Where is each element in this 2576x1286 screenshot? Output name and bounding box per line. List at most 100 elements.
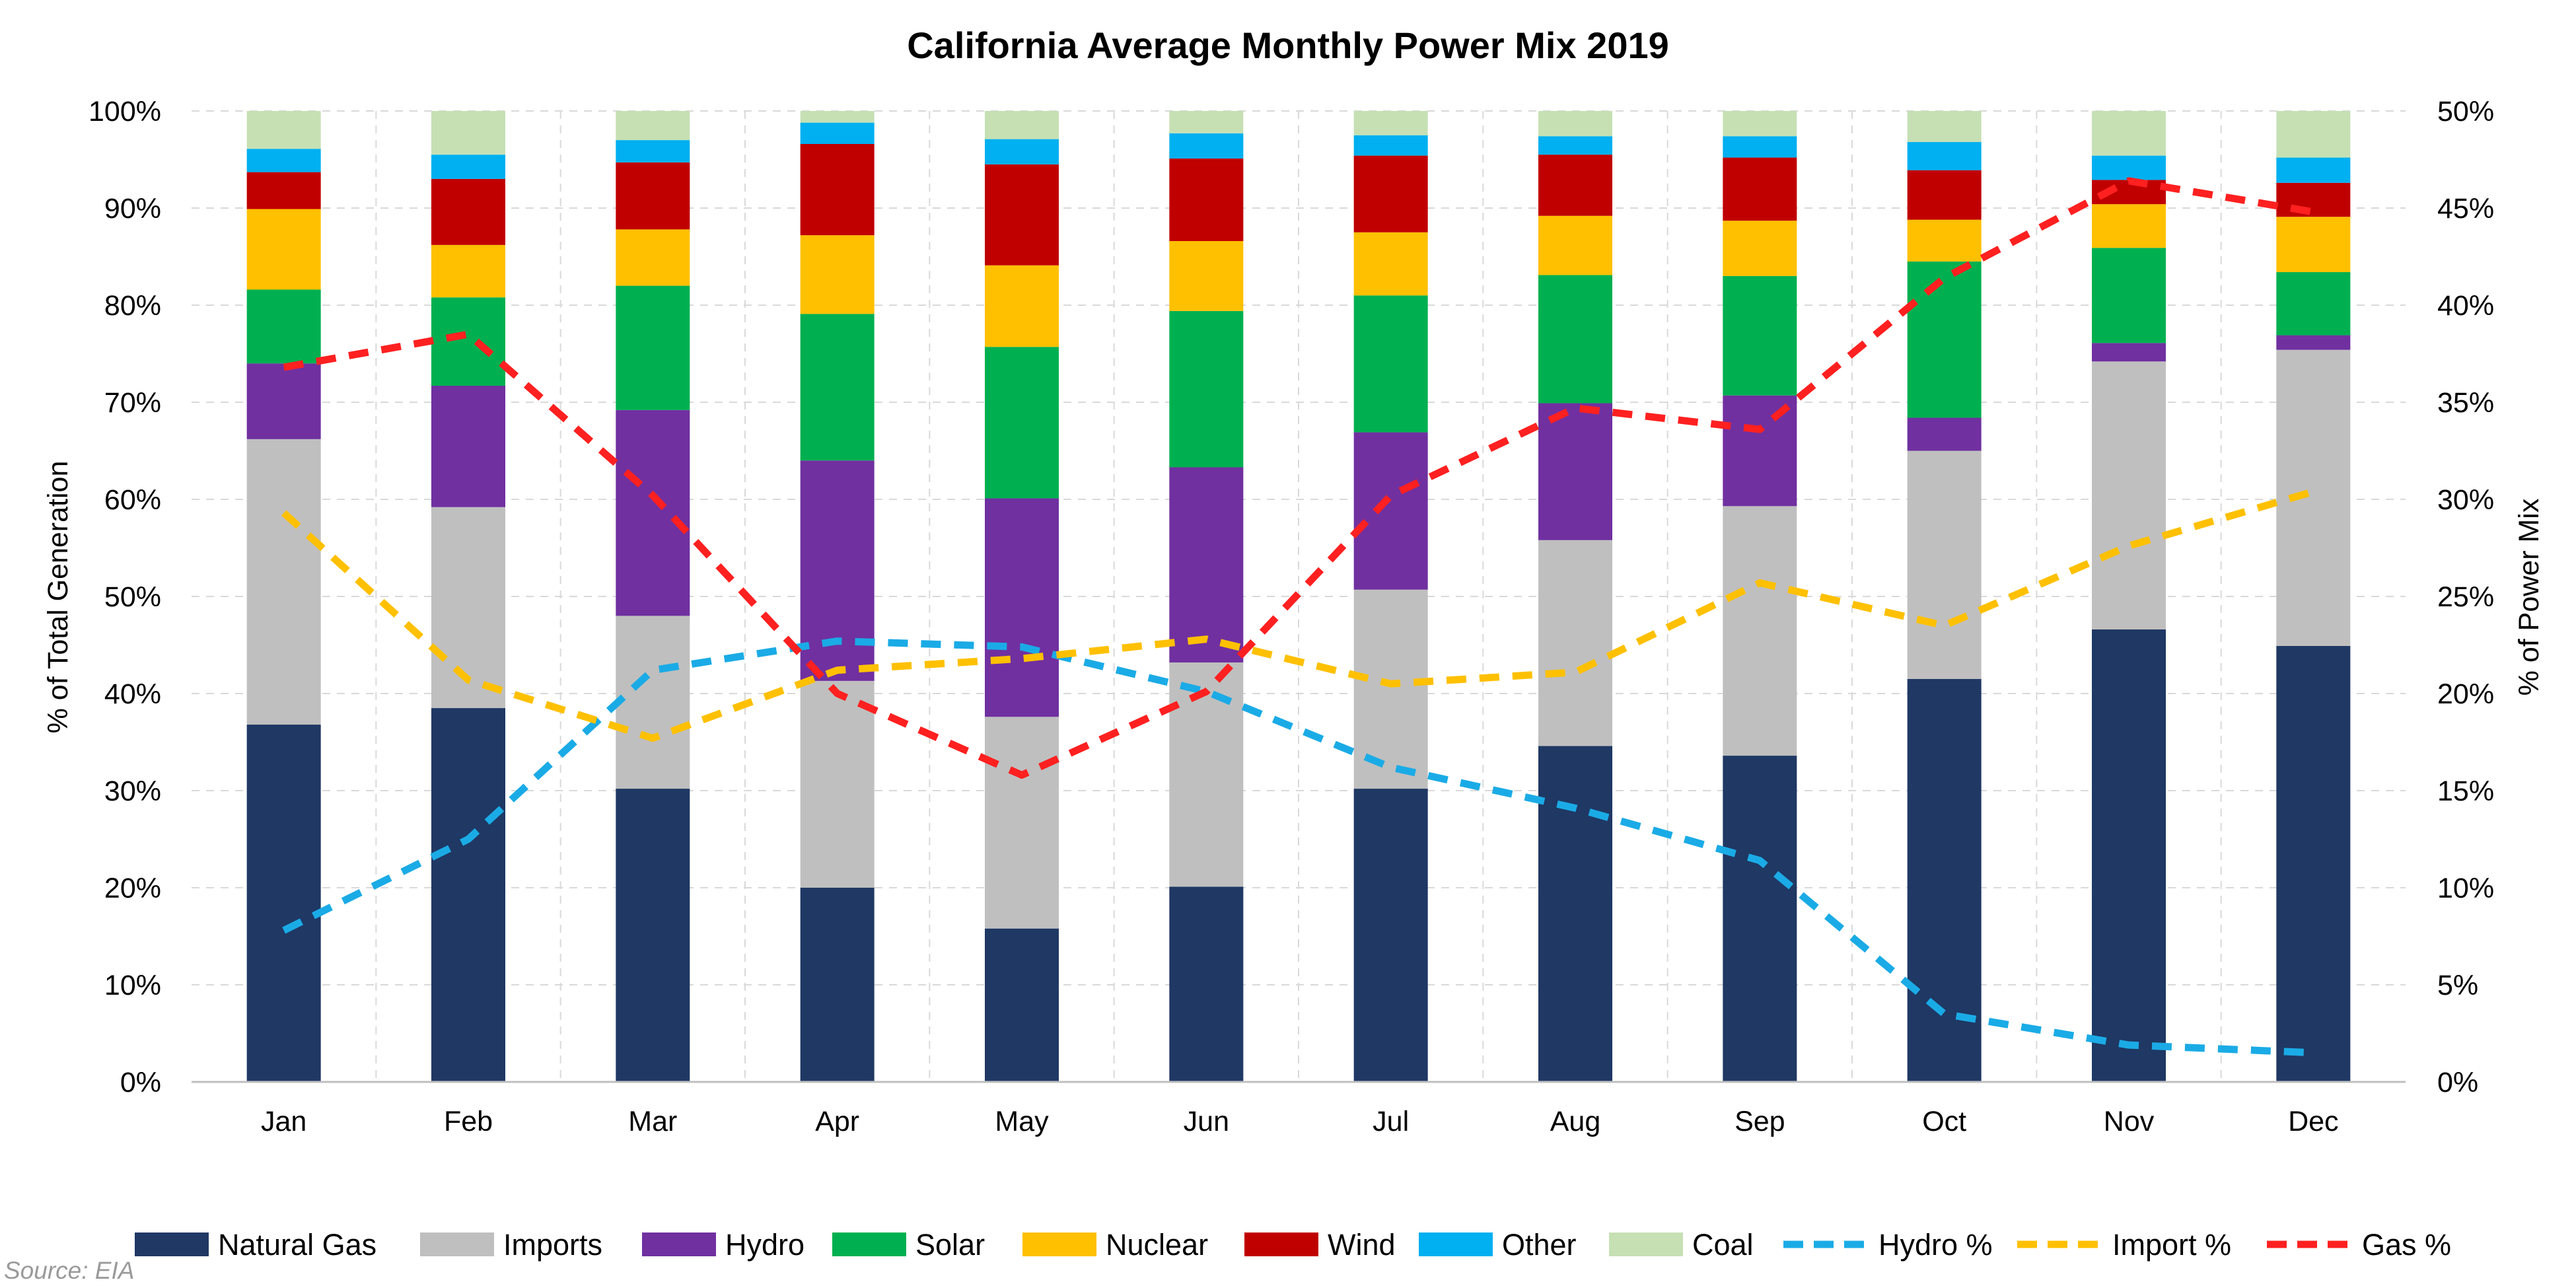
source-note: Source: EIA [4, 1257, 134, 1284]
x-tick-label: Apr [815, 1106, 859, 1137]
bar-segment-wind [985, 164, 1059, 266]
bar-segment-hydro [1723, 395, 1797, 507]
bar-segment-coal [2092, 111, 2166, 156]
bar-segment-hydro [1353, 432, 1428, 590]
x-tick-label: Oct [1922, 1106, 1966, 1137]
bar-segment-wind [616, 162, 690, 230]
y2-tick-label: 30% [2437, 484, 2494, 516]
legend-label-solar: Solar [915, 1228, 985, 1262]
y-axis-title: % of Total Generation [42, 461, 74, 734]
bar-segment-solar [246, 289, 321, 364]
bar-segment-nuclear [1907, 219, 1982, 262]
bar-segment-wind [1723, 157, 1797, 221]
bar-segment-nuclear [1538, 215, 1612, 275]
bar-segment-natural-gas [985, 928, 1059, 1082]
bar-segment-imports [616, 616, 690, 789]
bar-segment-imports [800, 680, 875, 888]
bar-segment-imports [985, 717, 1059, 929]
bar-segment-nuclear [800, 235, 875, 314]
bar-segment-imports [1907, 450, 1982, 679]
bar-segment-other [1907, 142, 1982, 170]
legend-swatch-nuclear [1022, 1232, 1096, 1256]
chart-title: California Average Monthly Power Mix 201… [907, 24, 1669, 66]
y-tick-label: 100% [89, 96, 161, 127]
bar-segment-other [2276, 157, 2351, 183]
y2-tick-label: 10% [2437, 873, 2494, 904]
bar-segment-natural-gas [2276, 645, 2351, 1082]
bar-segment-solar [1723, 275, 1797, 396]
bar-segment-solar [985, 347, 1059, 499]
y2-tick-label: 35% [2437, 387, 2494, 419]
bar-segment-coal [246, 111, 321, 149]
bar-segment-coal [2276, 111, 2351, 158]
bar-segment-nuclear [2276, 217, 2351, 273]
bar-segment-coal [1169, 111, 1244, 133]
legend-label-hydro: Hydro % [1878, 1228, 1993, 1262]
bar-segment-nuclear [1353, 232, 1428, 296]
bar-segment-hydro [1169, 467, 1244, 662]
y2-tick-label: 25% [2437, 581, 2494, 613]
bar-segment-other [2092, 155, 2166, 180]
bar-segment-other [1353, 135, 1428, 156]
y2-tick-label: 5% [2437, 970, 2478, 1001]
legend-label-hydro: Hydro [725, 1228, 805, 1262]
legend-swatch-solar [832, 1232, 906, 1256]
legend-swatch-other [1419, 1232, 1493, 1256]
legend-label-natural-gas: Natural Gas [218, 1228, 376, 1262]
bar-segment-natural-gas [1538, 746, 1612, 1082]
x-tick-label: Dec [2288, 1106, 2338, 1137]
bar-segment-solar [1353, 295, 1428, 433]
legend-swatch-imports [420, 1232, 494, 1256]
legend: Natural Gas Imports Hydro Solar Nuclear Wind O… [135, 1228, 2451, 1262]
bar-segment-natural-gas [2092, 629, 2166, 1082]
bar-segment-wind [1169, 159, 1244, 241]
bar-segment-solar [2276, 272, 2351, 336]
line-series [281, 177, 2314, 1057]
y2-tick-label: 45% [2437, 193, 2494, 225]
bar-segment-hydro [616, 410, 690, 616]
y-tick-label: 40% [104, 678, 161, 710]
bar-segment-other [1169, 133, 1244, 159]
legend-label-imports: Imports [503, 1228, 602, 1262]
bar-segment-coal [1907, 111, 1982, 143]
x-tick-label: Sep [1735, 1106, 1785, 1137]
y-tick-label: 90% [104, 193, 161, 225]
x-tick-label: Aug [1550, 1106, 1601, 1137]
x-tick-label: May [995, 1106, 1049, 1137]
x-tick-label: Mar [628, 1106, 677, 1137]
bar-segment-nuclear [431, 244, 505, 298]
bar-segment-nuclear [985, 265, 1059, 347]
bar-segment-wind [1907, 170, 1982, 220]
bar-segment-natural-gas [1169, 886, 1244, 1082]
bar-segment-wind [431, 178, 505, 245]
bar-segment-imports [1538, 540, 1612, 746]
bar-segment-coal [1723, 111, 1797, 137]
y2-tick-label: 15% [2437, 775, 2494, 807]
axes: 0% 10% 20% 30% 40% 50% 60% 70% 80% 90% 100% 0% 5% 10%… [89, 96, 2494, 1137]
y2-tick-label: 40% [2437, 290, 2494, 322]
bar-segment-hydro [1907, 417, 1982, 451]
y-tick-label: 30% [104, 775, 161, 807]
x-tick-label: Feb [444, 1106, 493, 1137]
bar-segment-other [1538, 136, 1612, 155]
y-tick-label: 80% [104, 290, 161, 322]
bar-segment-hydro [800, 460, 875, 681]
x-tick-label: Jun [1184, 1106, 1229, 1137]
y2-tick-label: 50% [2437, 96, 2494, 127]
bar-segment-coal [1538, 111, 1612, 137]
bar-segment-coal [800, 111, 875, 123]
y-tick-label: 50% [104, 581, 161, 613]
bar-segment-other [1723, 136, 1797, 158]
bar-segment-imports [246, 439, 321, 725]
y-tick-label: 20% [104, 873, 161, 904]
bar-segment-other [431, 155, 505, 179]
y-tick-label: 10% [104, 970, 161, 1001]
bar-segment-other [246, 149, 321, 172]
bar-segment-imports [431, 507, 505, 709]
bar-segment-hydro [431, 386, 505, 507]
bar-segment-imports [2276, 349, 2351, 646]
bar-segment-solar [1538, 275, 1612, 404]
bar-segment-natural-gas [616, 789, 690, 1082]
legend-label-nuclear: Nuclear [1106, 1228, 1208, 1262]
bar-segment-natural-gas [1353, 789, 1428, 1082]
